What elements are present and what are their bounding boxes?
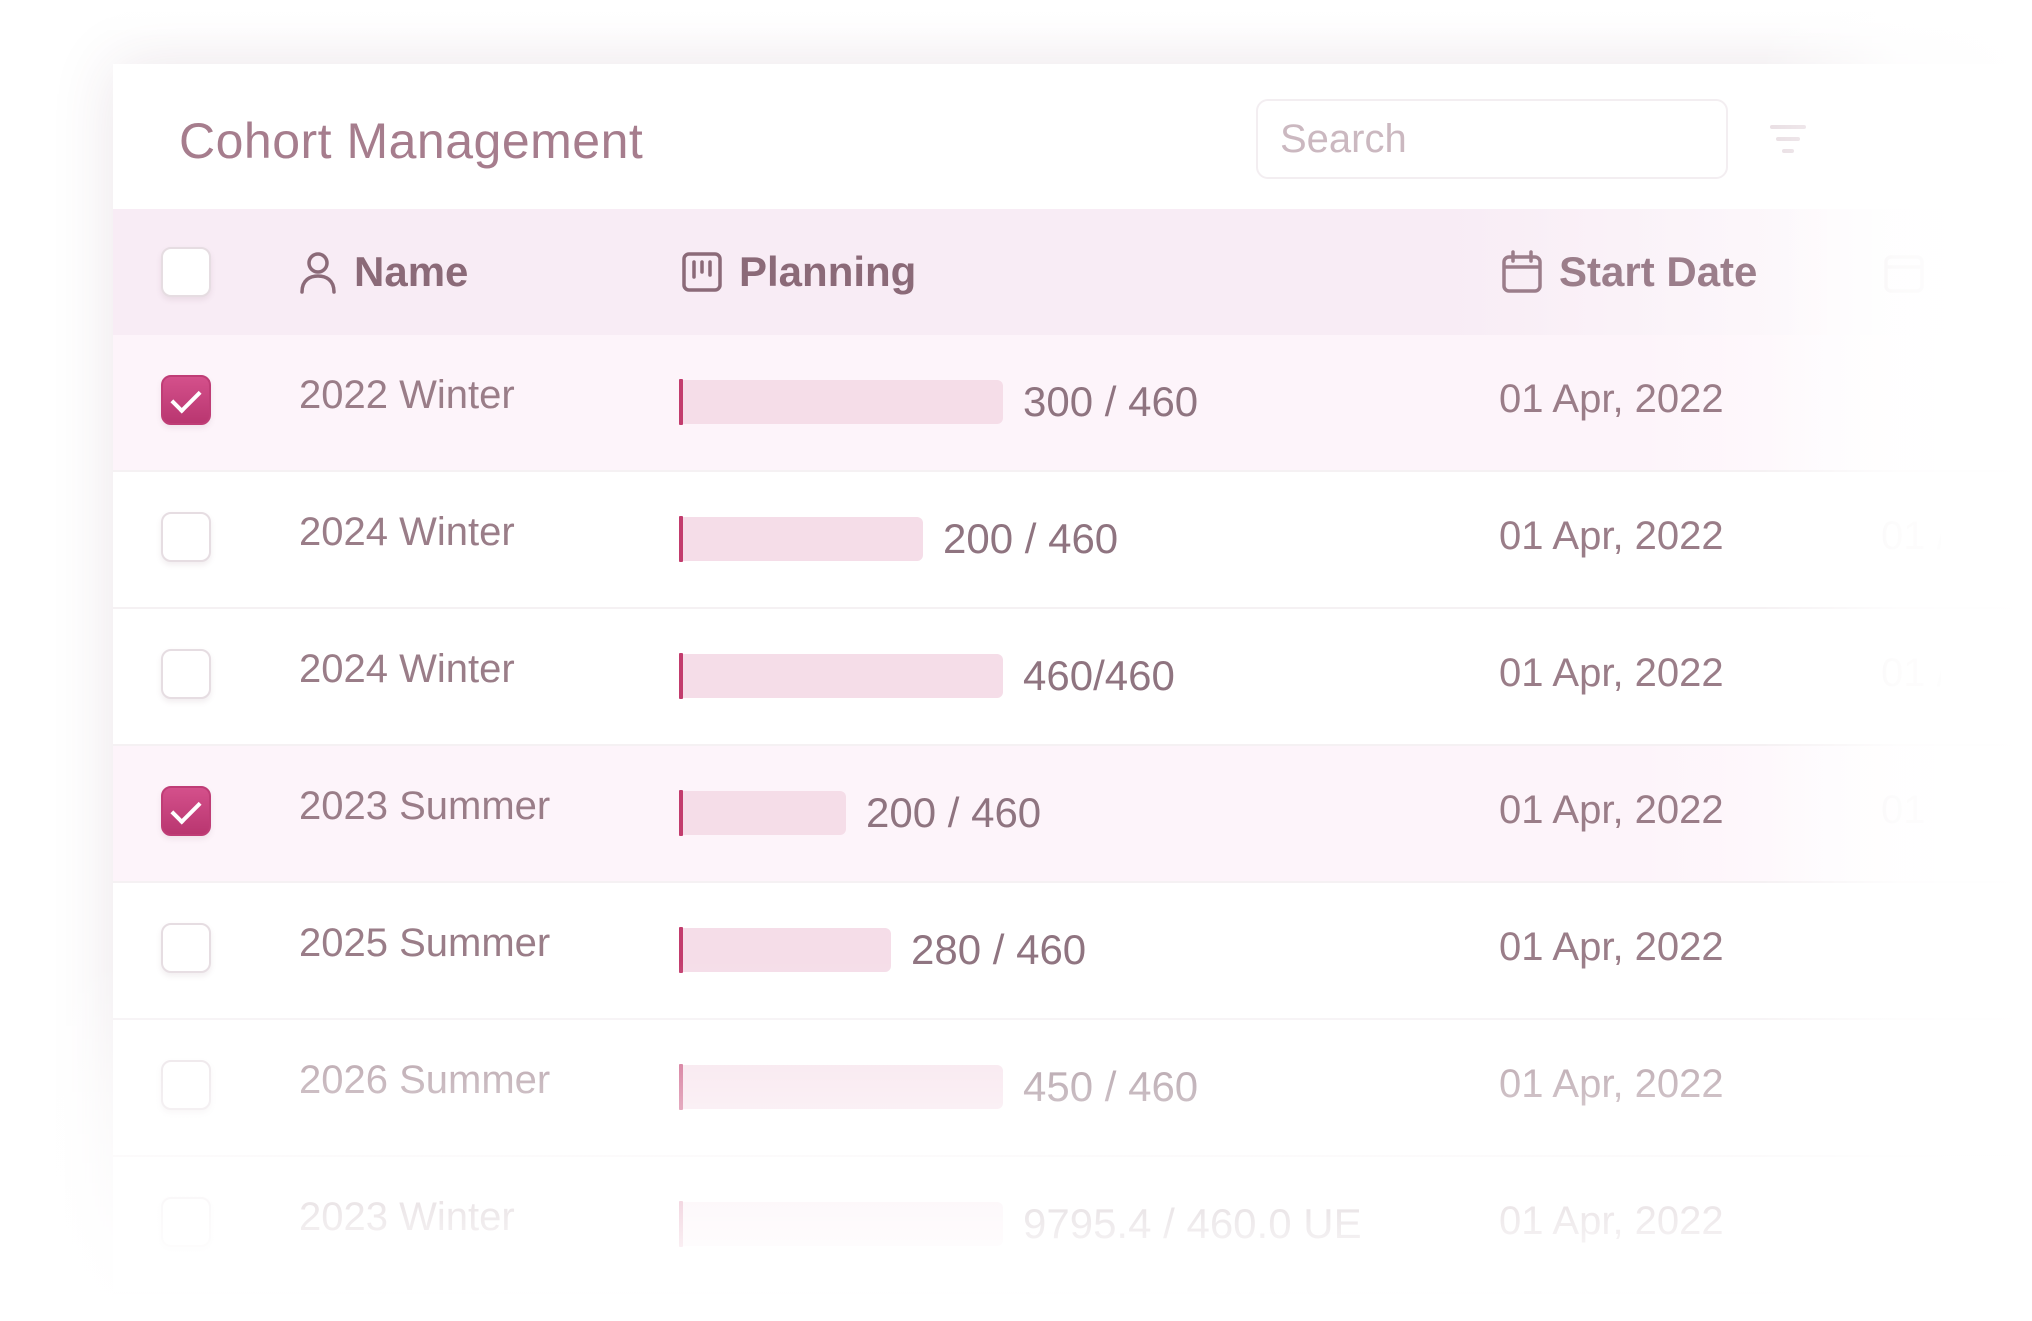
- calendar-icon: [1502, 250, 1542, 293]
- extra-column-value: 01 /: [1881, 651, 1941, 695]
- planning-progress: 450 / 460: [679, 1062, 1198, 1112]
- table-row[interactable]: 2025 Summer 280 / 460 01 Apr, 2022: [113, 883, 2013, 1020]
- progress-bar: [683, 380, 1003, 424]
- row-checkbox[interactable]: [161, 1197, 211, 1247]
- cohort-name: 2022 Winter: [299, 373, 515, 417]
- search-input[interactable]: [1256, 99, 1728, 179]
- progress-marker: [679, 653, 683, 699]
- progress-bar: [683, 517, 923, 561]
- table-head-row: Name Planning Start Date: [113, 209, 2013, 335]
- column-header-start-date[interactable]: Start Date: [1501, 209, 1757, 335]
- progress-bar: [683, 928, 891, 972]
- cohort-table-card: Cohort Management Name Planning: [113, 64, 2032, 1321]
- planning-progress: 460/460: [679, 651, 1175, 701]
- planning-progress: 300 / 460: [679, 377, 1198, 427]
- progress-bar: [683, 791, 846, 835]
- column-header-extra: [1883, 209, 1925, 335]
- progress-bar: [683, 1202, 1003, 1246]
- extra-column-value: 01 /: [1881, 514, 1941, 558]
- cohort-name: 2024 Winter: [299, 510, 515, 554]
- start-date: 01 Apr, 2022: [1499, 377, 1724, 421]
- kanban-board-icon: [682, 252, 722, 292]
- column-header-planning-label: Planning: [739, 248, 917, 295]
- progress-marker: [679, 516, 683, 562]
- progress-marker: [679, 927, 683, 973]
- table-body: 2022 Winter 300 / 460 01 Apr, 2022 2024 Win…: [113, 335, 2013, 1294]
- row-checkbox[interactable]: [161, 786, 211, 836]
- planning-progress: 200 / 460: [679, 788, 1041, 838]
- planning-progress: 200 / 460: [679, 514, 1118, 564]
- user-icon: [300, 252, 336, 294]
- table-row[interactable]: 2024 Winter 460/460 01 Apr, 2022 01 /: [113, 609, 2013, 746]
- column-header-name-label: Name: [354, 248, 469, 295]
- planning-value: 9795.4 / 460.0 UE: [1023, 1200, 1362, 1247]
- start-date: 01 Apr, 2022: [1499, 1199, 1724, 1243]
- table-row[interactable]: 2026 Summer 450 / 460 01 Apr, 2022: [113, 1020, 2013, 1157]
- filter-icon[interactable]: [1766, 119, 1810, 159]
- cohort-name: 2023 Summer: [299, 784, 551, 828]
- cohort-name: 2023 Winter: [299, 1195, 515, 1239]
- cohort-name: 2026 Summer: [299, 1058, 551, 1102]
- calendar-icon: [1884, 255, 1924, 293]
- planning-value: 280 / 460: [911, 926, 1087, 973]
- row-checkbox[interactable]: [161, 923, 211, 973]
- progress-bar: [683, 1065, 1003, 1109]
- planning-value: 200 / 460: [943, 515, 1119, 562]
- row-checkbox[interactable]: [161, 1060, 211, 1110]
- start-date: 01 Apr, 2022: [1499, 514, 1724, 558]
- cohort-name: 2024 Winter: [299, 647, 515, 691]
- column-header-planning[interactable]: Planning: [681, 209, 916, 335]
- progress-marker: [679, 790, 683, 836]
- table-row[interactable]: 2023 Winter 9795.4 / 460.0 UE 01 Apr, 2022: [113, 1157, 2013, 1294]
- planning-value: 450 / 460: [1023, 1063, 1199, 1110]
- planning-progress: 9795.4 / 460.0 UE: [679, 1199, 1362, 1249]
- select-all-checkbox[interactable]: [161, 247, 211, 297]
- row-checkbox[interactable]: [161, 512, 211, 562]
- start-date: 01 Apr, 2022: [1499, 651, 1724, 695]
- table-row[interactable]: 2024 Winter 200 / 460 01 Apr, 2022 01 /: [113, 472, 2013, 609]
- column-header-name[interactable]: Name: [298, 209, 468, 335]
- start-date: 01 Apr, 2022: [1499, 925, 1724, 969]
- checkmark-icon: [170, 792, 202, 825]
- cohort-name: 2025 Summer: [299, 921, 551, 965]
- table-row[interactable]: 2022 Winter 300 / 460 01 Apr, 2022: [113, 335, 2013, 472]
- planning-value: 200 / 460: [866, 789, 1042, 836]
- row-checkbox[interactable]: [161, 375, 211, 425]
- top-fade-overlay: [0, 0, 2032, 40]
- planning-value: 460/460: [1023, 652, 1175, 699]
- row-checkbox[interactable]: [161, 649, 211, 699]
- page-title: Cohort Management: [179, 113, 644, 169]
- column-header-start-date-label: Start Date: [1559, 248, 1758, 295]
- start-date: 01 Apr, 2022: [1499, 788, 1724, 832]
- planning-value: 300 / 460: [1023, 378, 1199, 425]
- table-row[interactable]: 2023 Summer 200 / 460 01 Apr, 2022 01: [113, 746, 2013, 883]
- extra-column-value: 01: [1881, 788, 1926, 832]
- table-header-bar: Cohort Management: [113, 64, 2032, 209]
- planning-progress: 280 / 460: [679, 925, 1086, 975]
- start-date: 01 Apr, 2022: [1499, 1062, 1724, 1106]
- checkmark-icon: [170, 381, 202, 414]
- progress-marker: [679, 379, 683, 425]
- progress-bar: [683, 654, 1003, 698]
